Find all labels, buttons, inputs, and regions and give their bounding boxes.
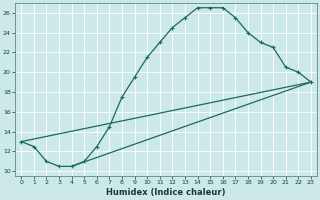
X-axis label: Humidex (Indice chaleur): Humidex (Indice chaleur) <box>106 188 226 197</box>
